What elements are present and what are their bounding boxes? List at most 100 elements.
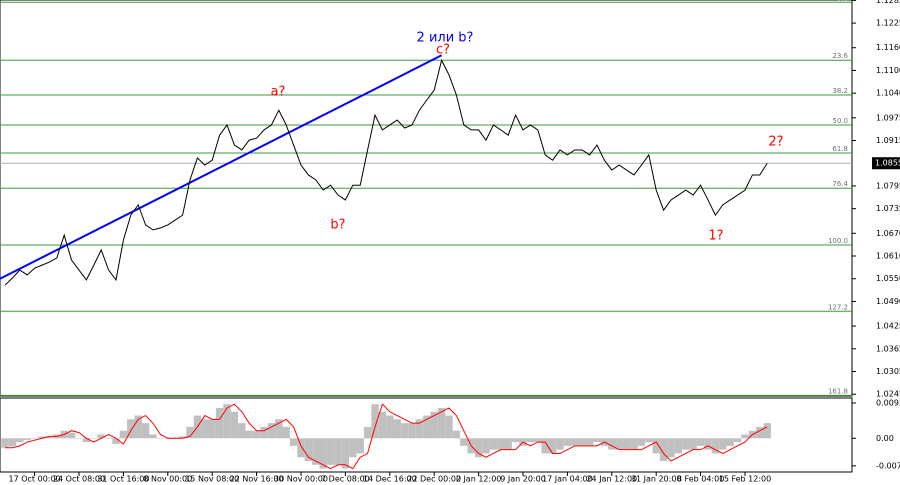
histogram-bar bbox=[16, 438, 24, 443]
x-tick-label: 31 Oct 16:00 bbox=[97, 475, 149, 484]
histogram-bar bbox=[756, 426, 764, 439]
histogram-bar bbox=[297, 438, 305, 458]
histogram-bar bbox=[719, 438, 727, 450]
histogram-bar bbox=[141, 423, 150, 439]
histogram-bar bbox=[245, 430, 253, 439]
x-tick-label: 8 Nov 00:00 bbox=[143, 475, 192, 484]
main-panel bbox=[0, 0, 853, 397]
level-label: 50.0 bbox=[832, 117, 848, 125]
histogram-bar bbox=[82, 438, 91, 443]
level-label: 76.4 bbox=[832, 180, 848, 188]
histogram-bar bbox=[726, 438, 734, 446]
histogram-bar bbox=[393, 419, 401, 439]
histogram-bar bbox=[659, 438, 668, 462]
histogram-bar bbox=[134, 415, 142, 439]
histogram-bar bbox=[349, 438, 357, 458]
y-tick-label: 1.0975 bbox=[876, 113, 900, 122]
histogram-bar bbox=[578, 438, 586, 446]
y-tick-label: 1.0735 bbox=[876, 204, 900, 213]
histogram-bar bbox=[45, 436, 54, 439]
histogram-bar bbox=[689, 438, 697, 450]
oscillator-panel bbox=[0, 397, 853, 473]
histogram-bar bbox=[341, 438, 350, 469]
histogram-bar bbox=[371, 404, 379, 439]
level-label: 38.2 bbox=[832, 87, 848, 95]
histogram-bar bbox=[112, 438, 120, 444]
histogram-bar bbox=[541, 438, 549, 454]
histogram-bar bbox=[423, 415, 431, 439]
y-tick-label: -0.00727 bbox=[876, 461, 900, 470]
y-tick-label: 0.00932 bbox=[876, 398, 900, 407]
x-tick-label: 15 Feb 12:00 bbox=[719, 475, 771, 484]
histogram-bar bbox=[378, 411, 387, 439]
x-tick-label: 7 Dec 08:00 bbox=[321, 475, 370, 484]
level-label: 161.8 bbox=[828, 387, 848, 395]
y-tick-label: 1.1160 bbox=[876, 43, 900, 52]
histogram-bar bbox=[763, 423, 771, 439]
histogram-bar bbox=[408, 423, 416, 439]
histogram-bar bbox=[645, 438, 653, 443]
x-tick-label: 24 Jan 12:00 bbox=[586, 475, 637, 484]
histogram-bar bbox=[363, 426, 372, 439]
histogram-bar bbox=[630, 438, 638, 450]
x-tick-label: 14 Dec 16:00 bbox=[363, 475, 417, 484]
histogram-bar bbox=[585, 438, 594, 446]
price-line bbox=[4, 58, 768, 286]
y-tick-label: 1.1225 bbox=[876, 19, 900, 28]
y-tick-label: 1.0425 bbox=[876, 322, 900, 331]
histogram-bar bbox=[312, 438, 320, 465]
annotation: a? bbox=[271, 85, 286, 100]
histogram-bar bbox=[548, 438, 557, 454]
histogram-bar bbox=[238, 423, 246, 439]
histogram-bar bbox=[97, 434, 105, 439]
y-tick-label: 1.1100 bbox=[876, 66, 900, 75]
histogram-bar bbox=[504, 438, 512, 450]
histogram-bar bbox=[733, 438, 742, 443]
histogram-bar bbox=[127, 419, 135, 439]
histogram-bar bbox=[215, 407, 224, 439]
histogram-bar bbox=[319, 438, 327, 469]
histogram-bar bbox=[667, 438, 675, 458]
histogram-bar bbox=[208, 419, 216, 439]
histogram-bar bbox=[615, 438, 623, 450]
y-tick-label: 0.00 bbox=[876, 434, 894, 443]
histogram-bar bbox=[119, 430, 128, 439]
x-tick-label: 31 Jan 20:00 bbox=[631, 475, 682, 484]
y-tick-label: 1.0670 bbox=[876, 229, 900, 238]
histogram-bar bbox=[90, 438, 98, 439]
histogram-bar bbox=[534, 438, 542, 443]
histogram-bar bbox=[622, 438, 631, 450]
x-tick-label: 24 Oct 08:00 bbox=[53, 475, 105, 484]
annotation: c? bbox=[436, 43, 450, 58]
x-tick-label: 22 Dec 00:00 bbox=[407, 475, 461, 484]
histogram-bar bbox=[75, 438, 83, 439]
signal-line bbox=[5, 403, 768, 470]
histogram-bar bbox=[482, 438, 490, 454]
histogram-bar bbox=[8, 438, 17, 446]
histogram-bar bbox=[282, 426, 290, 439]
histogram-bar bbox=[260, 426, 268, 439]
histogram-bar bbox=[445, 415, 453, 439]
histogram-bar bbox=[704, 438, 712, 450]
histogram-bar bbox=[741, 434, 749, 439]
histogram-bar bbox=[674, 438, 683, 454]
histogram-bar bbox=[511, 438, 520, 443]
histogram-bar bbox=[571, 438, 579, 446]
histogram-bar bbox=[223, 404, 231, 439]
y-tick-label: 1.0915 bbox=[876, 136, 900, 145]
x-tick-label: 2 Jan 12:00 bbox=[456, 475, 502, 484]
x-tick-label: 9 Jan 20:00 bbox=[500, 475, 546, 484]
histogram-bar bbox=[149, 434, 157, 439]
level-label: 61.8 bbox=[832, 145, 848, 153]
histogram-bar bbox=[563, 438, 572, 446]
histogram-bar bbox=[637, 438, 646, 446]
level-label: 100.0 bbox=[828, 237, 848, 245]
histogram-bar bbox=[23, 438, 31, 441]
histogram-bar bbox=[326, 438, 335, 465]
y-tick-label: 1.0245 bbox=[876, 390, 900, 399]
y-tick-label: 1.1285 bbox=[876, 0, 900, 5]
x-tick-label: 15 Nov 08:00 bbox=[185, 475, 239, 484]
x-tick-label: 17 Oct 00:00 bbox=[9, 475, 61, 484]
histogram-bar bbox=[682, 438, 690, 450]
histogram-bar bbox=[289, 438, 298, 446]
